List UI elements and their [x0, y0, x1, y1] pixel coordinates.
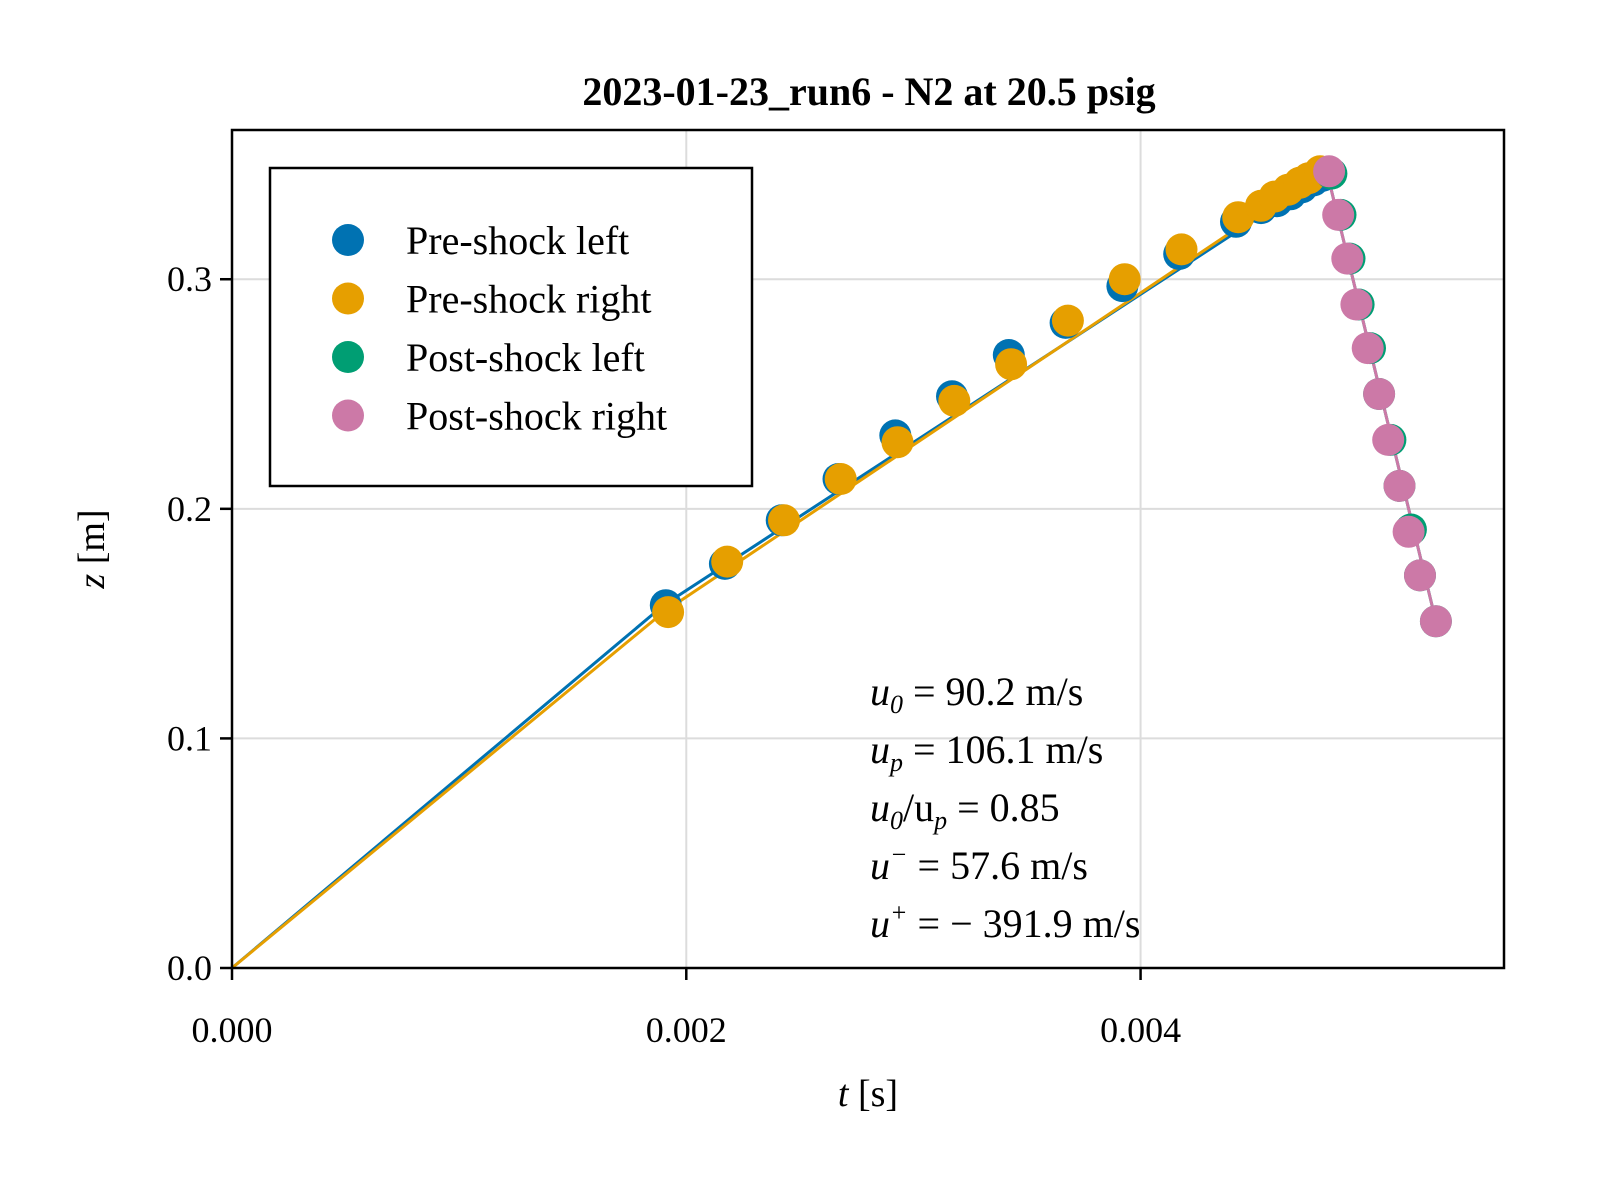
annotation-line: u−​ = 57.6 m/s: [870, 840, 1088, 888]
legend-marker: [332, 341, 364, 373]
annotation-line: u+​ = − 391.9 m/s: [870, 898, 1140, 946]
data-point: [1108, 263, 1141, 296]
annotations: u0​ = 90.2 m/s up​ = 106.1 m/s u0​/up​ = 0…: [870, 669, 1140, 946]
data-point: [1331, 242, 1364, 275]
legend-marker: [332, 399, 364, 432]
data-point: [1322, 198, 1355, 231]
data-point: [768, 504, 800, 537]
data-point: [1383, 469, 1416, 502]
x-axis-unit: [s]: [858, 1073, 898, 1115]
data-point: [1313, 155, 1346, 188]
data-point: [1165, 233, 1198, 266]
data-point: [881, 426, 914, 459]
legend-marker: [332, 282, 364, 315]
annotation-line: up​ = 106.1 m/s: [870, 727, 1103, 777]
data-point: [1419, 605, 1452, 638]
data-point: [995, 348, 1028, 381]
y-tick-label: 0.3: [167, 259, 212, 299]
y-tick-label: 0.2: [167, 489, 212, 529]
data-point: [938, 384, 971, 417]
annotation-line: u0​ = 90.2 m/s: [870, 669, 1083, 719]
x-axis-var: t: [838, 1073, 850, 1115]
x-tick-label: 0.002: [646, 1010, 727, 1050]
x-tick-label: 0.000: [192, 1010, 273, 1050]
legend-label: Post-shock right: [406, 394, 667, 439]
data-point: [1404, 559, 1436, 592]
data-point: [1363, 378, 1396, 410]
plot-frame: [230, 128, 1506, 970]
legend-label: Pre-shock left: [406, 218, 629, 263]
legend: Pre-shock left Pre-shock right Post-shock …: [268, 166, 754, 488]
data-points: [649, 155, 1452, 638]
x-tick-label: 0.004: [1100, 1010, 1181, 1050]
y-tick-label: 0.0: [167, 948, 212, 988]
data-point: [1051, 304, 1084, 337]
y-axis-label: z [m]: [71, 509, 113, 589]
data-point: [1340, 288, 1373, 321]
data-point: [652, 596, 685, 629]
data-point: [1351, 332, 1384, 365]
y-tick-label: 0.1: [167, 718, 212, 758]
chart-title: 2023-01-23_run6 - N2 at 20.5 psig: [582, 69, 1155, 114]
data-point: [824, 463, 857, 495]
data-point: [1392, 515, 1425, 548]
legend-box: [268, 166, 754, 488]
annotation-line: u0​/up​ = 0.85: [870, 785, 1060, 835]
data-point: [1372, 423, 1405, 456]
legend-label: Post-shock left: [406, 335, 645, 380]
legend-marker: [332, 224, 364, 256]
x-axis-label: t [s]: [838, 1073, 898, 1115]
y-axis-ticks: 0.0 0.1 0.2 0.3: [167, 259, 232, 988]
data-point: [711, 545, 744, 578]
y-axis-unit: [m]: [71, 509, 113, 564]
y-axis-var: z: [71, 574, 113, 590]
x-axis-ticks: 0.000 0.002 0.004: [192, 968, 1181, 1050]
legend-label: Pre-shock right: [406, 277, 652, 322]
